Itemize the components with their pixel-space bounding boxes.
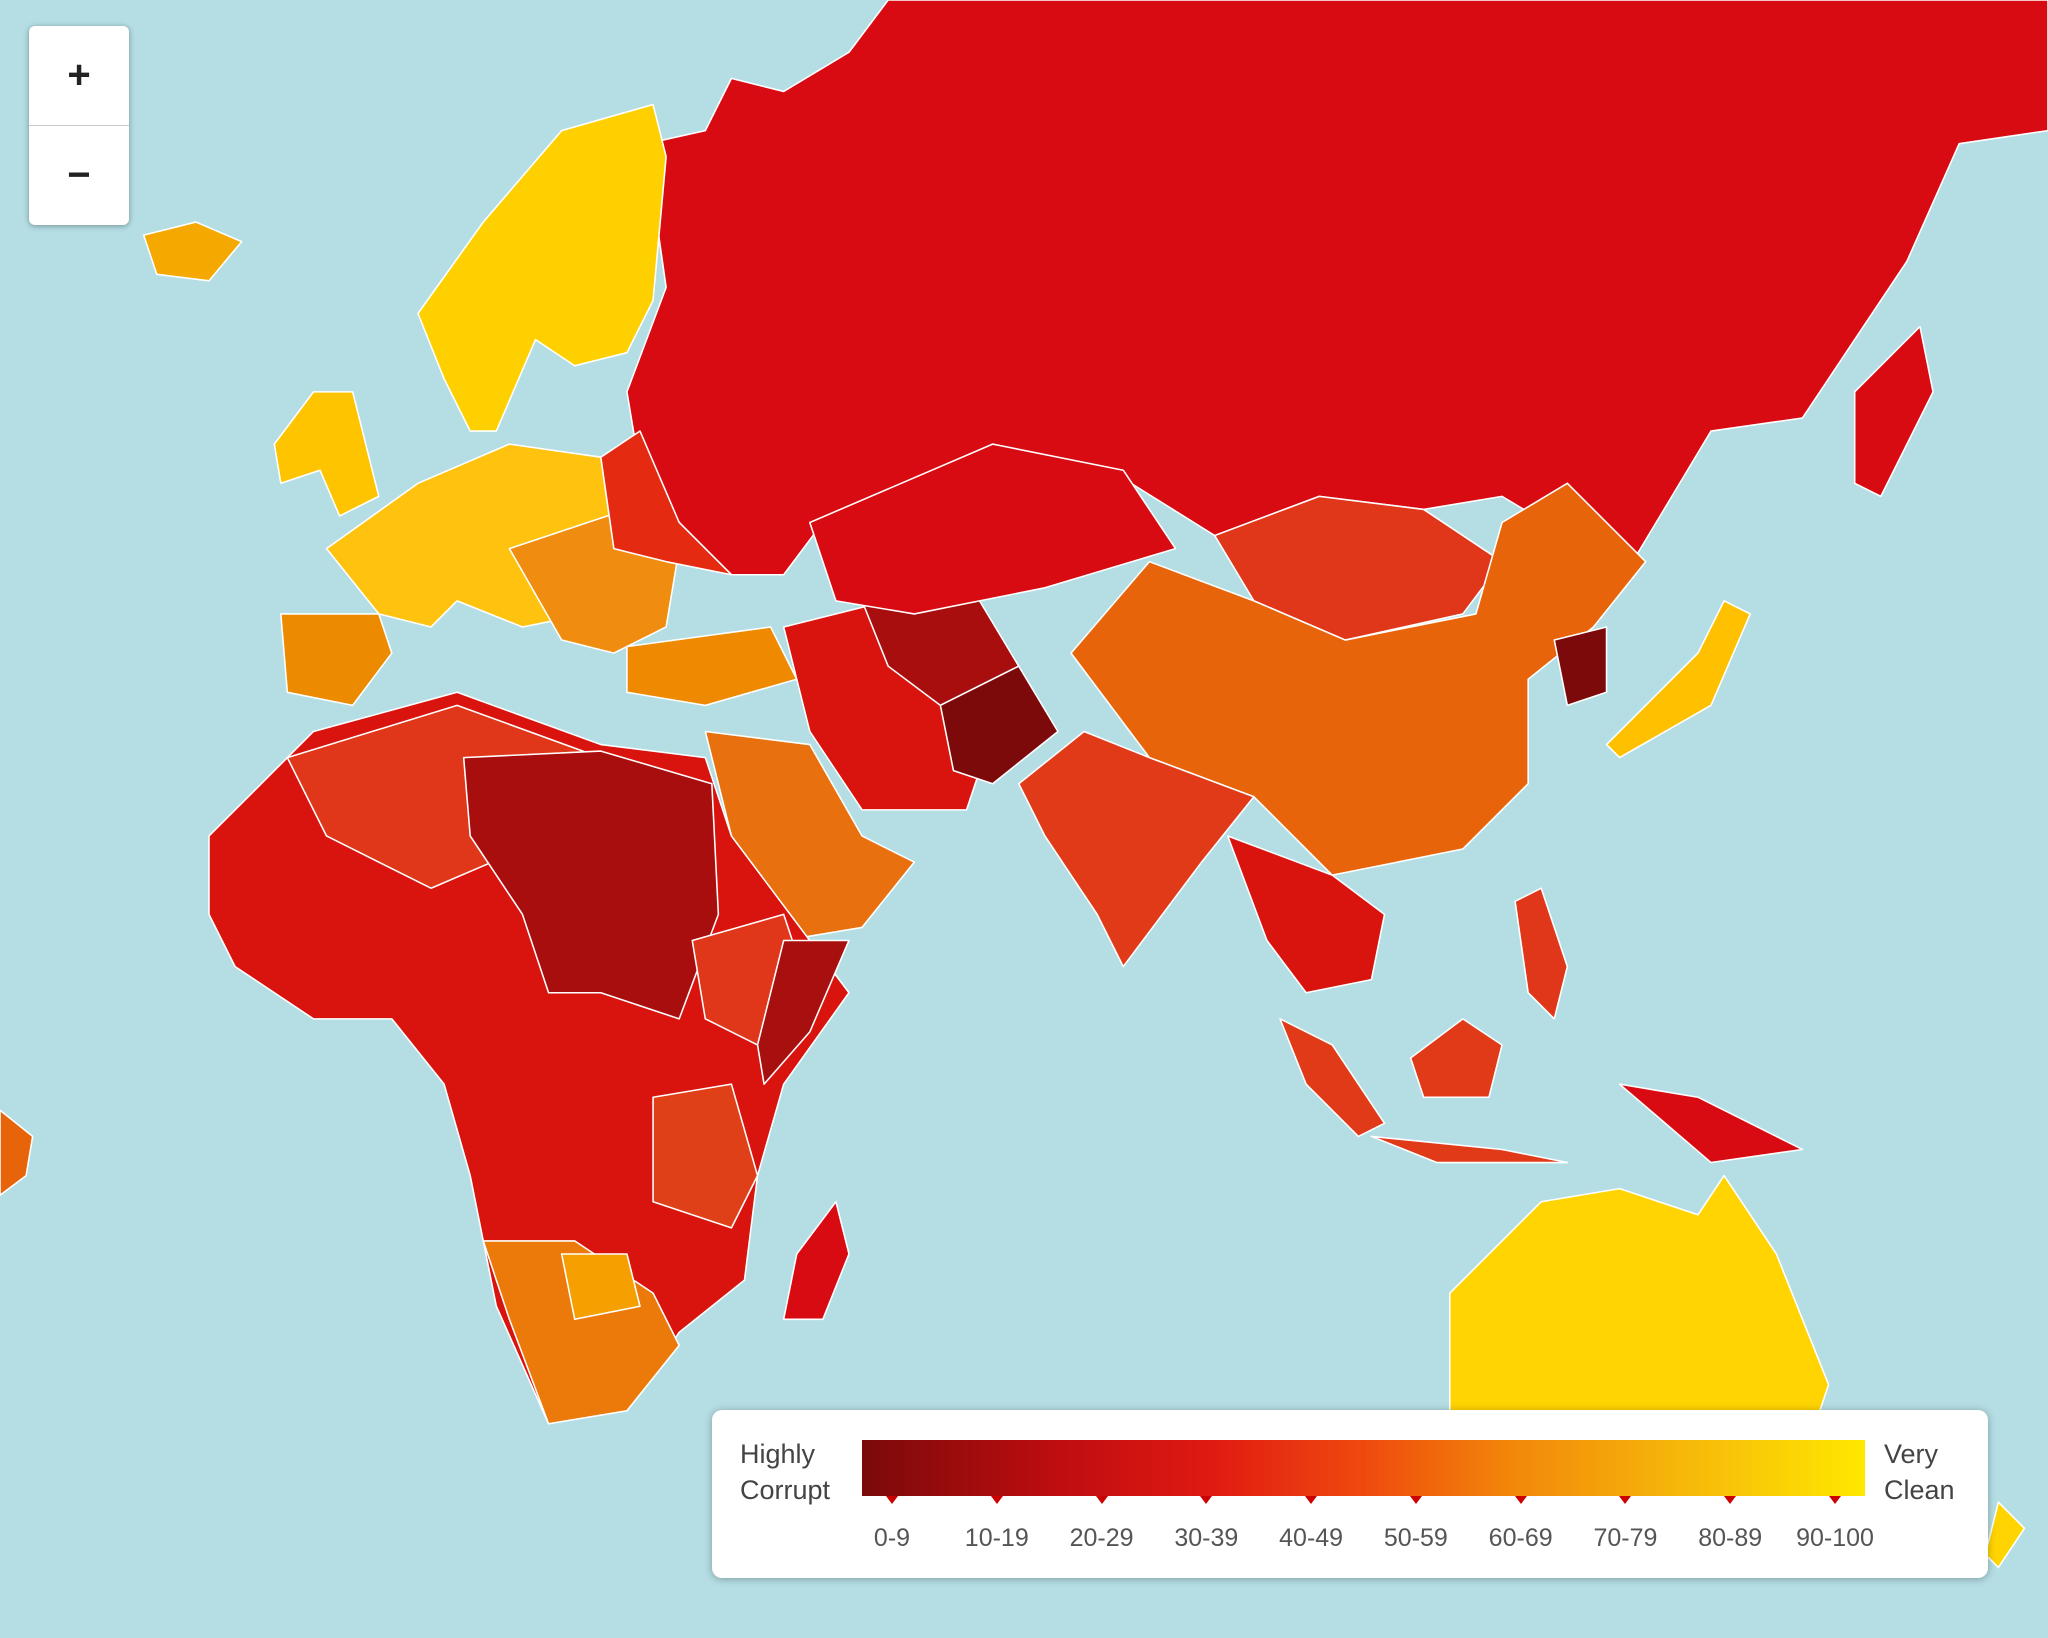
country [626,626,798,707]
country [273,391,380,517]
country [782,1200,850,1321]
country [280,613,393,707]
country [1514,887,1569,1020]
country [1984,1501,2026,1569]
legend-range-label: 40-49 [1279,1524,1344,1552]
country [1017,730,1255,968]
legend-gradient [862,1440,1865,1496]
country [560,1253,641,1321]
country [939,665,1059,785]
legend-range-label: 50-59 [1383,1524,1448,1552]
legend-tick [886,1496,898,1504]
country [417,103,667,432]
legend-tick [1619,1496,1632,1504]
legend-range-label: 20-29 [1069,1524,1134,1552]
legend-range-label: 80-89 [1698,1524,1763,1552]
zoom-out-button[interactable]: − [29,125,129,225]
country [1853,325,1934,498]
legend-tick [1409,1496,1422,1504]
legend-tick [1829,1496,1841,1504]
legend-tick [1095,1496,1108,1504]
zoom-in-button[interactable]: + [67,53,91,97]
country [1618,1083,1804,1164]
legend-range-label: 30-39 [1174,1524,1239,1552]
country [809,443,1177,615]
legend-range-label: 90-100 [1796,1524,1874,1552]
legend-high-label: Very Clean [1884,1439,1955,1505]
country [1370,1135,1569,1164]
legend-tick [1724,1496,1737,1504]
zoom-control: + − [29,26,129,225]
country [1226,835,1386,994]
legend-tick [990,1496,1003,1504]
country [1409,1018,1503,1099]
country [756,939,850,1085]
legend-tick [1514,1496,1527,1504]
country [462,750,720,1020]
legend-low-label: Highly Corrupt [740,1439,831,1505]
country [1449,1174,1830,1425]
country [1553,626,1608,707]
country [1070,482,1647,876]
country [1279,1018,1386,1138]
legend-tick [1305,1496,1318,1504]
country [0,1109,34,1196]
country [1605,600,1751,759]
legend-tick [1200,1496,1213,1504]
country [142,221,243,282]
legend: Highly Corrupt Very Clean 0-9 10-19 20-29 3… [712,1410,1988,1578]
country [652,1083,759,1229]
legend-range-label: 10-19 [964,1524,1029,1552]
legend-range-label: 70-79 [1593,1524,1658,1552]
country [600,430,733,576]
legend-range-label: 0-9 [873,1524,911,1552]
country [626,0,2048,576]
legend-range-label: 60-69 [1488,1524,1553,1552]
